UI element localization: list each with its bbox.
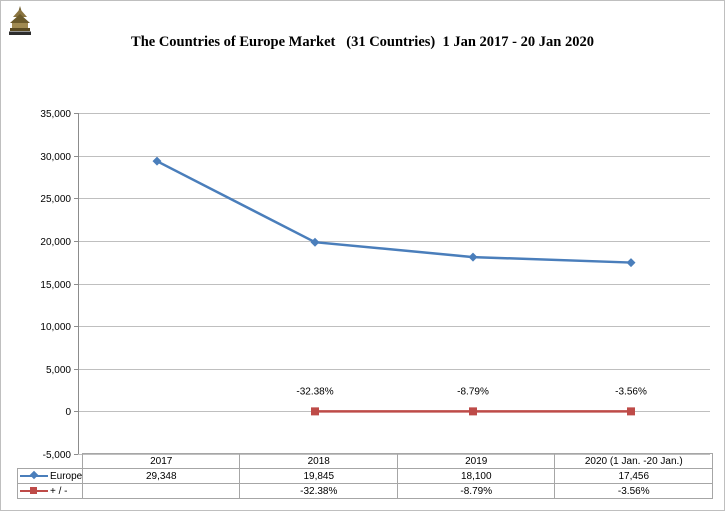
y-tick-label: 10,000 [40, 322, 71, 333]
data-table-row-europe: Europe 29,348 19,845 18,100 17,456 [16, 468, 714, 484]
table-cell: 29,348 [82, 468, 241, 484]
data-point-europe [626, 258, 636, 268]
diamond-marker-icon [29, 471, 39, 480]
y-tick-label: 15,000 [40, 280, 71, 291]
data-table-header-row: 2017 2018 2019 2020 (1 Jan. -20 Jan.) [17, 453, 714, 469]
category-label: 2017 [82, 453, 241, 469]
data-point-change [311, 407, 319, 416]
data-table: 2017 2018 2019 2020 (1 Jan. -20 Jan.) Eu… [16, 453, 714, 499]
legend-entry-europe: Europe [16, 468, 84, 484]
y-tick-label: 25,000 [40, 194, 71, 205]
data-label: -3.56% [615, 386, 647, 397]
table-cell: -3.56% [554, 483, 714, 499]
series-lines [152, 156, 636, 416]
data-label: -8.79% [457, 386, 489, 397]
y-tick-label: 5,000 [46, 365, 71, 376]
data-table-row-change: + / - -32.38% -8.79% -3.56% [16, 483, 714, 499]
legend-entry-change: + / - [16, 483, 84, 499]
data-table-corner [17, 453, 84, 469]
data-point-change [469, 407, 477, 416]
legend-label-change: + / - [50, 485, 68, 497]
pagoda-emblem-logo [9, 6, 31, 35]
table-cell: -8.79% [397, 483, 556, 499]
data-point-change [627, 407, 635, 416]
table-cell: -32.38% [239, 483, 399, 499]
data-point-europe [310, 237, 320, 247]
legend-label-europe: Europe [50, 470, 83, 482]
y-tick-label: 35,000 [40, 109, 71, 120]
category-label: 2019 [397, 453, 556, 469]
table-cell [82, 483, 241, 499]
square-marker-icon [30, 486, 37, 494]
y-tick-label: 30,000 [40, 152, 71, 163]
chart-title: The Countries of Europe Market (31 Count… [131, 34, 594, 50]
legend-key-change [20, 486, 48, 496]
axes: 35,000 30,000 25,000 20,000 15,000 10,000 5,00… [40, 109, 79, 461]
legend-key-europe [20, 471, 48, 481]
data-label: -32.38% [296, 386, 333, 397]
gridlines [78, 113, 710, 455]
data-labels: -32.38% -8.79% -3.56% [296, 386, 647, 397]
table-cell: 19,845 [239, 468, 399, 484]
data-point-europe [468, 252, 478, 262]
table-cell: 17,456 [554, 468, 714, 484]
y-tick-label: 20,000 [40, 237, 71, 248]
category-label: 2020 (1 Jan. -20 Jan.) [554, 453, 714, 469]
y-tick-label: 0 [65, 407, 71, 418]
table-cell: 18,100 [397, 468, 556, 484]
data-point-europe [152, 156, 162, 166]
category-label: 2018 [239, 453, 399, 469]
series-line-europe [156, 160, 632, 264]
